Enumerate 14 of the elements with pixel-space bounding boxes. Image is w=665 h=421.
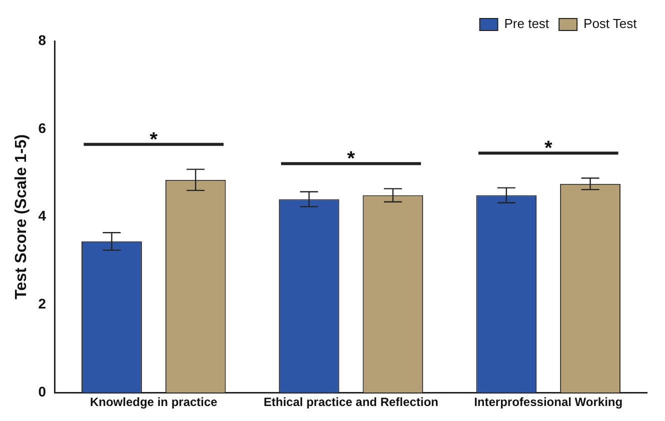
- x-tick-label: Knowledge in practice: [90, 395, 218, 410]
- y-tick-label: 4: [38, 208, 46, 224]
- annotation: *: [150, 128, 158, 151]
- legend-label: Post Test: [584, 16, 638, 32]
- x-tick-label: Interprofessional Working: [474, 395, 623, 410]
- annotation: *: [544, 138, 552, 160]
- y-axis-title: Test Score (Scale 1-5): [13, 134, 30, 300]
- annotation: *: [347, 148, 356, 170]
- y-tick-label: 2: [38, 296, 46, 312]
- x-tick-label: Ethical practice and Reflection: [264, 395, 438, 410]
- y-tick-label: 6: [38, 120, 46, 136]
- y-tick-label: 8: [38, 32, 46, 48]
- legend-label: Pre test: [504, 16, 550, 32]
- y-tick-label: 0: [38, 383, 46, 400]
